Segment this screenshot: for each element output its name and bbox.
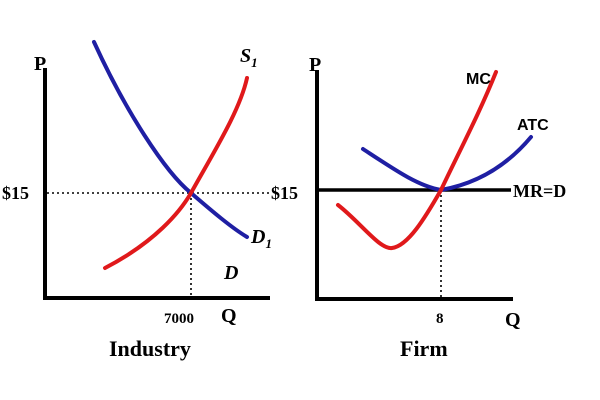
firm-atc-label: ATC bbox=[517, 117, 549, 134]
firm-mc-label: MC bbox=[466, 71, 491, 88]
industry-demand-curve bbox=[92, 40, 249, 239]
industry-price-label: $15 bbox=[2, 183, 29, 203]
firm-panel: P Q $15 8 MC ATC MR=D Firm bbox=[271, 54, 566, 361]
industry-x-axis-label: Q bbox=[221, 305, 237, 327]
firm-mc-curve bbox=[336, 70, 498, 250]
firm-axes bbox=[315, 70, 513, 301]
industry-supply-label: S1 bbox=[240, 45, 258, 70]
industry-d-label: D bbox=[223, 262, 238, 284]
firm-x-axis-label: Q bbox=[505, 309, 521, 331]
industry-y-axis-label: P bbox=[34, 53, 46, 75]
firm-title: Firm bbox=[400, 336, 448, 361]
industry-axes bbox=[43, 68, 270, 300]
firm-quantity-label: 8 bbox=[436, 311, 444, 327]
firm-y-axis-label: P bbox=[309, 54, 321, 76]
industry-demand-label: D1 bbox=[250, 226, 272, 251]
firm-price-label: $15 bbox=[271, 183, 298, 203]
industry-quantity-label: 7000 bbox=[164, 311, 194, 327]
industry-title: Industry bbox=[109, 336, 191, 361]
industry-supply-curve bbox=[103, 76, 249, 270]
firm-mr-label: MR=D bbox=[513, 181, 566, 201]
industry-panel: P Q $15 7000 S1 D1 D Industry bbox=[2, 40, 272, 361]
